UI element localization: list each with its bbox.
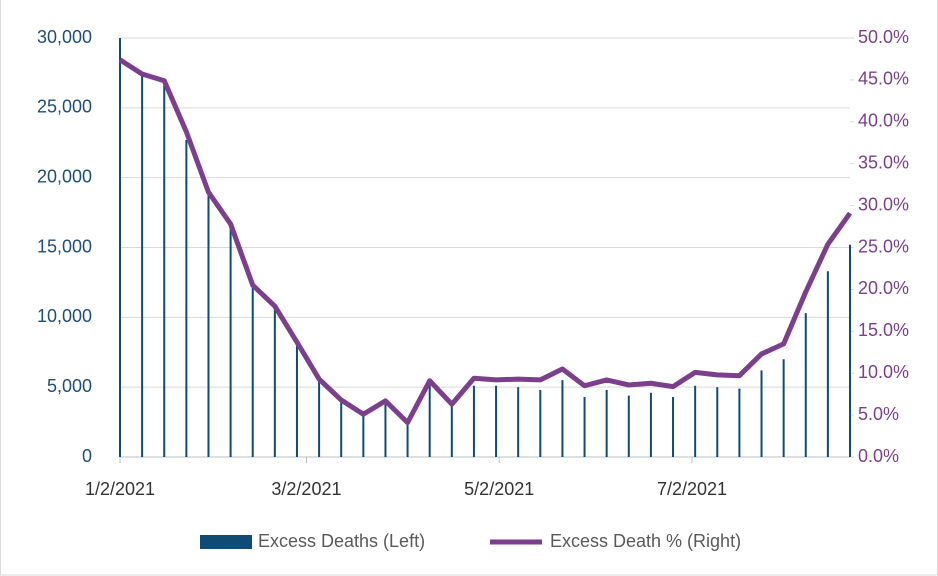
y-tick-label: 10,000 xyxy=(37,306,92,326)
bar xyxy=(716,387,719,457)
y-tick-label: 20,000 xyxy=(37,166,92,186)
y-tick-label: 0 xyxy=(82,446,92,466)
bar xyxy=(207,194,210,457)
y2-tick-label: 0.0% xyxy=(858,446,899,466)
bar xyxy=(318,380,321,457)
bar xyxy=(605,389,608,457)
y2-tick-label: 25.0% xyxy=(858,236,909,256)
bar xyxy=(119,38,121,457)
x-tick-label: 3/2/2021 xyxy=(271,479,341,499)
legend-label: Excess Deaths (Left) xyxy=(258,531,425,551)
bar xyxy=(185,139,188,457)
y-tick-label: 30,000 xyxy=(37,27,92,47)
bar xyxy=(428,382,431,457)
bar xyxy=(517,387,520,457)
bar xyxy=(738,388,741,457)
y2-tick-label: 40.0% xyxy=(858,111,909,131)
bar xyxy=(384,402,387,457)
y2-tick-label: 35.0% xyxy=(858,152,909,172)
x-tick-label: 5/2/2021 xyxy=(464,479,534,499)
bar xyxy=(782,359,785,457)
y2-tick-label: 10.0% xyxy=(858,362,909,382)
y-tick-label: 5,000 xyxy=(47,376,92,396)
bar xyxy=(583,396,586,457)
bar xyxy=(340,399,343,457)
bar xyxy=(163,79,166,458)
x-tick-label: 1/2/2021 xyxy=(85,479,155,499)
bar xyxy=(251,285,254,457)
bar xyxy=(295,342,298,457)
bar xyxy=(849,244,851,457)
y2-tick-label: 45.0% xyxy=(858,69,909,89)
bar xyxy=(561,380,564,457)
y2-tick-label: 50.0% xyxy=(858,27,909,47)
bar xyxy=(273,304,276,457)
bar xyxy=(406,424,409,457)
bar xyxy=(141,74,144,458)
y-tick-label: 25,000 xyxy=(37,97,92,117)
bar xyxy=(495,385,498,457)
y-tick-label: 15,000 xyxy=(37,236,92,256)
bar xyxy=(804,313,807,457)
bar xyxy=(362,413,365,457)
bar xyxy=(694,385,697,457)
bar xyxy=(826,271,829,457)
bar xyxy=(539,389,542,457)
bar xyxy=(649,392,652,457)
y2-tick-label: 15.0% xyxy=(858,320,909,340)
legend-swatch xyxy=(200,535,252,549)
bar xyxy=(672,396,675,457)
line xyxy=(118,57,853,426)
bar xyxy=(760,370,763,457)
y2-tick-label: 20.0% xyxy=(858,278,909,298)
x-tick-label: 7/2/2021 xyxy=(657,479,727,499)
legend-label: Excess Death % (Right) xyxy=(550,531,741,551)
y2-tick-label: 5.0% xyxy=(858,404,899,424)
bar xyxy=(450,405,453,457)
bar xyxy=(229,225,232,457)
bar xyxy=(472,385,475,457)
y2-tick-label: 30.0% xyxy=(858,194,909,214)
bar xyxy=(627,395,630,457)
